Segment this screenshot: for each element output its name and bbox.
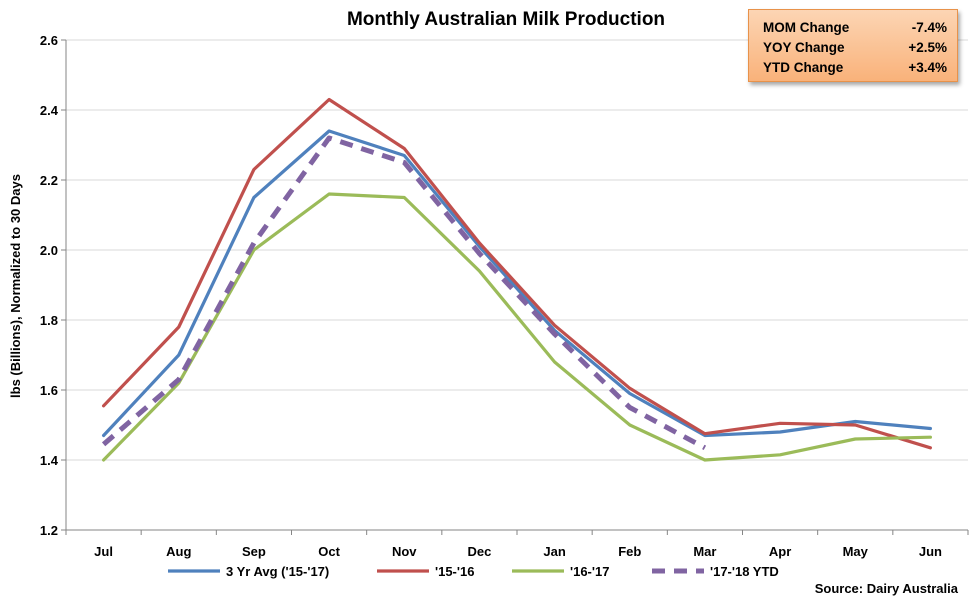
y-tick-label: 2.2 [40,173,58,188]
x-tick-label: Feb [618,544,641,559]
legend: 3 Yr Avg ('15-'17) '15-'16 '16-'17 '17-'18 … [168,564,779,579]
legend-label: '17-'18 YTD [710,564,779,579]
source-note: Source: Dairy Australia [815,581,959,596]
y-tick-label: 2.0 [40,243,58,258]
x-tick-label: Nov [392,544,417,559]
series-line [101,135,707,451]
x-tick-label: Aug [166,544,191,559]
series-line [101,192,933,462]
change-row-ytd: YTD Change +3.4% [763,58,947,78]
x-tick-label: Oct [318,544,340,559]
y-axis-label: lbs (Billions), Normalized to 30 Days [8,174,23,398]
x-tick-label: Apr [769,544,791,559]
x-tick-label: Jul [94,544,113,559]
x-tick-label: Sep [242,544,266,559]
change-row-mom: MOM Change -7.4% [763,18,947,38]
y-tick-label: 2.4 [40,103,59,118]
change-value: +2.5% [908,40,947,55]
series-line [101,129,933,438]
change-label: YTD Change [763,60,844,75]
y-tick-label: 1.4 [40,453,59,468]
y-tick-label: 1.8 [40,313,58,328]
y-tick-label: 2.6 [40,33,58,48]
y-tick-labels: 1.2 1.4 1.6 1.8 2.0 2.2 2.4 2.6 [40,33,59,538]
change-summary-box: MOM Change -7.4% YOY Change +2.5% YTD Ch… [748,9,958,82]
chart-title: Monthly Australian Milk Production [347,9,665,30]
change-value: -7.4% [911,20,947,35]
axes [61,39,969,535]
series-lines [101,97,933,462]
y-tick-label: 1.6 [40,383,58,398]
series-line [101,97,933,450]
change-value: +3.4% [908,60,947,75]
legend-label: 3 Yr Avg ('15-'17) [226,564,329,579]
x-tick-labels: Jul Aug Sep Oct Nov Dec Jan Feb Mar Apr May Jun [94,544,942,559]
x-tick-label: Jan [543,544,565,559]
change-row-yoy: YOY Change +2.5% [763,38,947,58]
x-tick-label: Mar [693,544,716,559]
legend-label: '15-'16 [435,564,474,579]
change-label: YOY Change [763,40,845,55]
change-label: MOM Change [763,20,850,35]
x-tick-label: Jun [919,544,942,559]
y-tick-label: 1.2 [40,523,58,538]
x-tick-label: May [843,544,869,559]
legend-label: '16-'17 [570,564,609,579]
gridlines [66,39,968,461]
x-tick-label: Dec [467,544,491,559]
